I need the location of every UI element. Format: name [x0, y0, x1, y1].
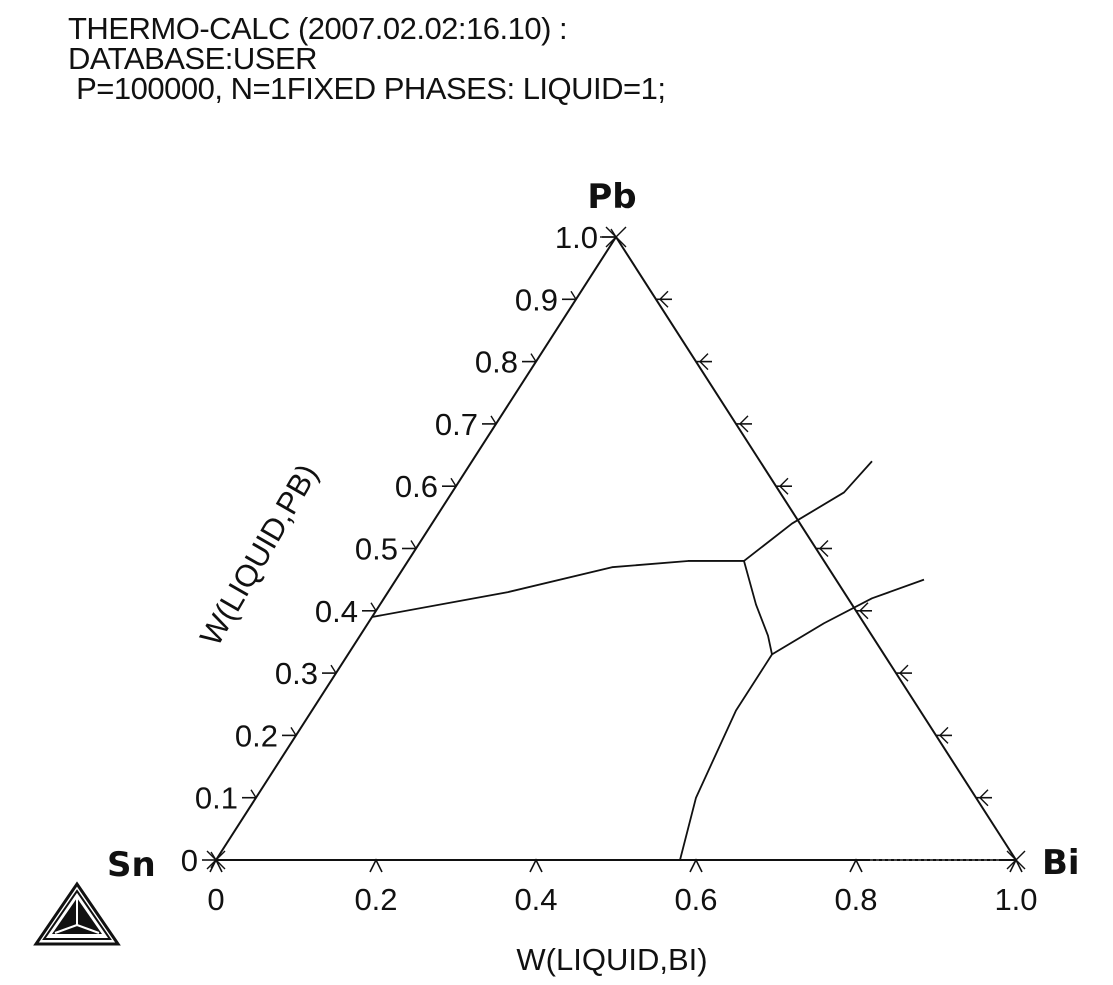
- right-tick-arrow: [779, 477, 789, 495]
- y-tick-label: 0.4: [315, 594, 358, 629]
- y-tick-label: 0: [181, 843, 198, 878]
- right-tick-arrow: [979, 789, 989, 807]
- right-tick-arrow: [699, 353, 709, 371]
- x-tick-label: 0.6: [674, 882, 717, 917]
- y-tick-arrow: [570, 290, 577, 308]
- x-tick-label: 0.2: [354, 882, 397, 917]
- x-tick-mark: [689, 858, 703, 873]
- phase-boundary-curve-5: [679, 653, 773, 861]
- header-line-1: THERMO-CALC (2007.02.02:16.10) :: [68, 11, 568, 46]
- y-tick-label: 1.0: [555, 220, 598, 255]
- y-tick-label: 0.6: [395, 469, 438, 504]
- x-tick-label: 1.0: [994, 882, 1037, 917]
- x-tick-mark: [849, 858, 863, 873]
- bottom-ticks: 0 0.2 0.4 0.6 0.8 1.0: [206, 850, 1038, 917]
- y-tick-label: 0.3: [275, 656, 318, 691]
- y-tick-label: 0.5: [355, 532, 398, 567]
- y-tick-arrow: [210, 851, 217, 869]
- x-tick-label: 0.4: [514, 882, 557, 917]
- x-tick-mark: [529, 858, 543, 873]
- right-tick-arrow: [819, 540, 829, 557]
- phase-boundary-curve-3: [743, 460, 873, 562]
- y-axis-title: W(LIQUID,PB): [193, 458, 325, 652]
- y-tick-label: 0.8: [475, 345, 518, 380]
- corner-cross-mark: [1006, 850, 1026, 870]
- y-tick-arrow: [250, 789, 257, 807]
- header-line-3: P=100000, N=1FIXED PHASES: LIQUID=1;: [68, 71, 666, 106]
- right-tick-arrow: [659, 290, 669, 308]
- x-tick-mark: [369, 858, 383, 873]
- corner-label-top: Pb: [587, 177, 636, 217]
- thermocalc-logo-icon: [33, 881, 121, 946]
- y-tick-arrow: [530, 353, 537, 370]
- corner-label-right: Bi: [1042, 843, 1080, 883]
- y-tick-label: 0.7: [435, 407, 478, 442]
- x-tick-label: 0.8: [834, 882, 877, 917]
- phase-boundaries: [371, 460, 925, 861]
- y-tick-label: 0.1: [195, 781, 238, 816]
- corner-label-left: Sn: [107, 845, 156, 885]
- right-tick-arrow: [859, 602, 869, 620]
- right-tick-arrow: [939, 726, 949, 744]
- y-tick-arrow: [410, 540, 417, 557]
- y-tick-arrow: [490, 415, 497, 433]
- y-tick-arrow: [330, 664, 337, 682]
- x-tick-label: 0: [207, 882, 224, 917]
- triangle-frame: [215, 236, 1017, 861]
- y-tick-label: 0.9: [515, 282, 558, 317]
- y-tick-arrow: [450, 477, 457, 495]
- phase-boundary-curve-2: [743, 560, 773, 655]
- right-tick-arrow: [739, 415, 749, 433]
- header-line-2: DATABASE:USER: [68, 41, 318, 76]
- right-ticks: [600, 226, 992, 807]
- phase-boundary-curve-1: [371, 560, 744, 618]
- left-ticks: 0 0.1 0.2 0.3 0.4 0.5 0.6 0.7 0.8 0.9 1.0: [181, 220, 617, 878]
- calc-header: THERMO-CALC (2007.02.02:16.10) : DATABAS…: [68, 11, 666, 106]
- x-axis-title: W(LIQUID,BI): [516, 942, 707, 977]
- y-tick-label: 0.2: [235, 718, 278, 753]
- phase-boundary-curve-4: [771, 578, 925, 656]
- right-tick-arrow: [899, 664, 909, 682]
- x-tick-mark: [1009, 858, 1023, 873]
- y-tick-arrow: [290, 727, 297, 744]
